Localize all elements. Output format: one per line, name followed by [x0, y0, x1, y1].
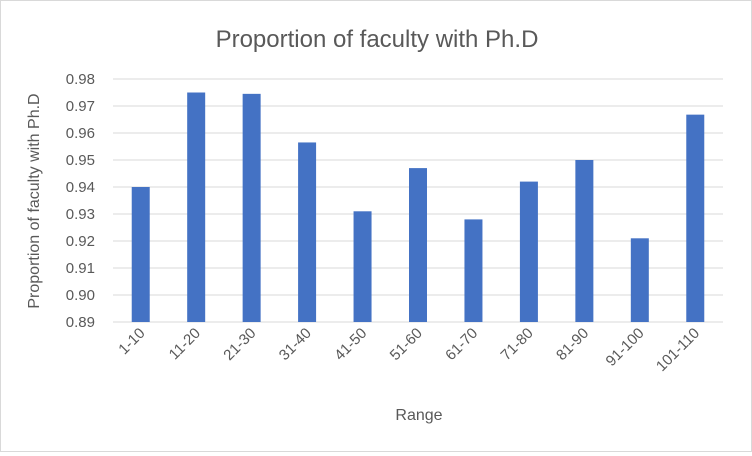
y-tick-label: 0.92 — [66, 233, 95, 250]
bar-101-110 — [686, 114, 705, 322]
y-tick-label: 0.90 — [66, 287, 95, 304]
y-tick-labels: 0.89 0.90 0.91 0.92 0.93 0.94 0.95 0.96 0.97 0.98 — [66, 71, 95, 331]
bar-61-70 — [464, 219, 483, 322]
y-tick-label: 0.97 — [66, 98, 95, 115]
y-tick-label: 0.93 — [66, 206, 95, 223]
x-tick-label: 61-70 — [442, 325, 481, 364]
chart-title: Proportion of faculty with Ph.D — [216, 26, 539, 53]
x-tick-label: 31-40 — [276, 325, 315, 364]
x-tick-label: 11-20 — [166, 325, 204, 363]
x-axis-label: Range — [395, 407, 442, 424]
bar-1-10 — [131, 187, 150, 322]
x-tick-label: 91-100 — [603, 325, 648, 370]
y-tick-label: 0.94 — [66, 179, 95, 196]
x-tick-label: 1-10 — [115, 325, 148, 358]
bar-31-40 — [298, 142, 317, 322]
bar-91-100 — [630, 238, 649, 322]
x-tick-label: 101-110 — [653, 325, 703, 375]
y-tick-label: 0.95 — [66, 152, 95, 169]
bar-81-90 — [575, 160, 594, 322]
y-axis-label: Proportion of faculty with Ph.D — [26, 93, 43, 308]
x-tick-label: 71-80 — [498, 325, 537, 364]
y-tick-label: 0.89 — [66, 314, 95, 331]
bar-51-60 — [409, 168, 427, 322]
bar-71-80 — [519, 181, 538, 322]
y-tick-label: 0.96 — [66, 125, 95, 142]
bars — [131, 92, 705, 322]
bar-21-30 — [242, 93, 261, 322]
x-tick-labels: 1-10 11-20 21-30 31-40 41-50 51-60 61-70 71-80 8… — [115, 325, 703, 375]
y-tick-label: 0.98 — [66, 71, 95, 88]
y-tick-label: 0.91 — [66, 260, 95, 277]
x-tick-label: 81-90 — [553, 325, 592, 364]
x-tick-label: 21-30 — [220, 325, 259, 364]
x-tick-label: 51-60 — [387, 325, 426, 364]
bar-41-50 — [353, 211, 372, 322]
bar-11-20 — [187, 92, 206, 322]
x-tick-label: 41-50 — [331, 325, 370, 364]
